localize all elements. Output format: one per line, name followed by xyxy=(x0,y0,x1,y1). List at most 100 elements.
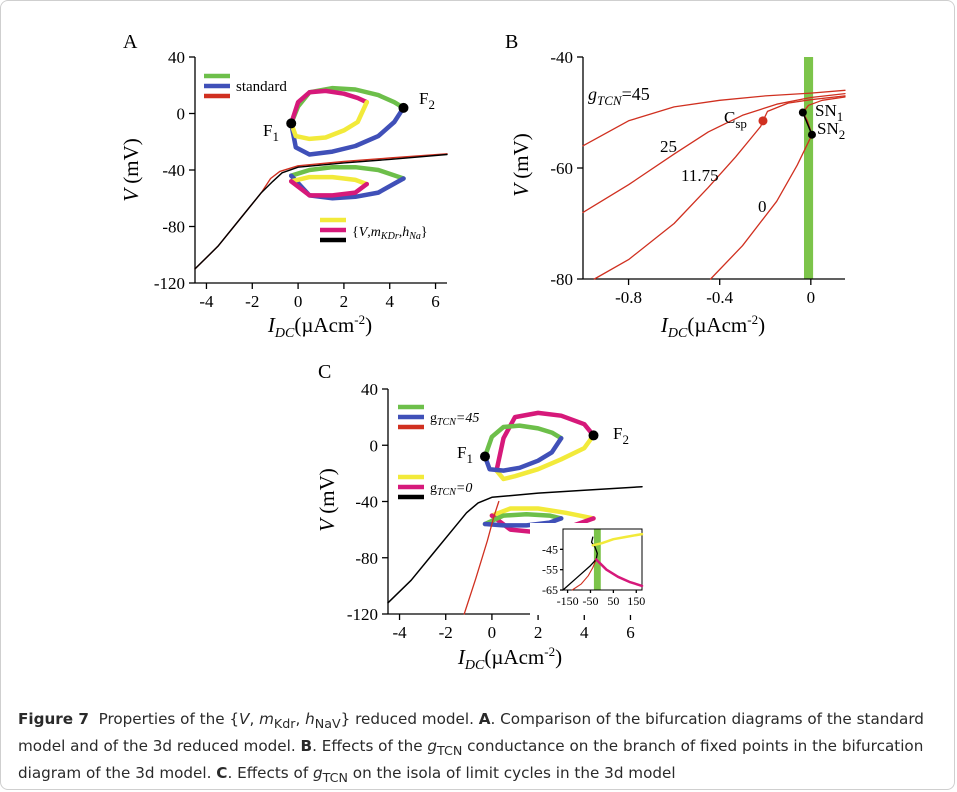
panel-b-sn1-point xyxy=(798,108,807,117)
panel-a-x-tick-label: 2 xyxy=(340,292,349,311)
panel-b-x-tick-label: -0.8 xyxy=(615,288,642,307)
panel-b-branch-gtcn-45 xyxy=(582,89,846,147)
panel-b-y-tick-label: -80 xyxy=(550,270,573,289)
panel-a-y-tick-label: -40 xyxy=(162,161,185,180)
panel-a-reduced-min xyxy=(288,99,370,142)
panel-c-inset-x-tick-label: -50 xyxy=(582,594,598,608)
panel-a-standard-low-cycle-max xyxy=(288,164,406,181)
caption-h: h xyxy=(305,710,315,728)
caption-m: m xyxy=(259,710,274,728)
panel-c-x-tick-label: -2 xyxy=(439,623,453,642)
caption-c-text-1: . Effects of xyxy=(227,764,309,783)
panel-a-legend-standard: standard xyxy=(236,79,287,95)
caption-a-label: A xyxy=(478,710,491,728)
panel-c-label: C xyxy=(318,361,331,383)
panel-c-legend-gtcn45: gTCN=45 xyxy=(430,411,479,428)
panel-c-y-tick-label: 40 xyxy=(361,380,378,399)
panel-a-x-tick-label: -4 xyxy=(199,292,214,311)
panel-b-sn2-point xyxy=(807,130,816,139)
panel-c-inset-black-curve xyxy=(562,536,598,591)
caption-h-sub: NaV xyxy=(314,716,341,732)
panel-b-sn1-label: SN1 xyxy=(815,101,843,124)
panel-a-x-tick-label: 4 xyxy=(385,292,394,311)
panel-b-label: B xyxy=(505,31,518,53)
panel-c-inset-frame xyxy=(562,528,643,591)
panel-c-y-tick-label: -120 xyxy=(347,605,378,624)
panel-a-label: A xyxy=(123,31,138,53)
caption-v: V xyxy=(239,710,250,728)
panel-b-csp-point xyxy=(758,116,768,126)
panel-a-reduced-low-cycle-min xyxy=(288,179,370,198)
panel-a-y-tick-label: -120 xyxy=(154,274,185,293)
panel-a-reduced-max xyxy=(288,88,370,126)
panel-b-y-tick-label: -40 xyxy=(550,48,573,67)
panel-b-x-tick-label: -0.4 xyxy=(706,288,733,307)
panel-a-y-tick-label: -80 xyxy=(162,218,185,237)
panel-c-x-tick-label: 4 xyxy=(580,623,589,642)
caption-g-c-sub: TCN xyxy=(322,770,348,786)
panel-a-y-tick-label: 40 xyxy=(168,48,185,67)
panel-c-x-tick-label: 6 xyxy=(626,623,635,642)
panel-c-inset-y-tick-label: -45 xyxy=(542,542,558,556)
caption-g-b: g xyxy=(427,737,438,756)
panel-b-gtcn-label: gTCN=45 xyxy=(588,84,650,108)
panel-c-gtcn0-max xyxy=(494,410,596,473)
panel-b-csp-label: Csp xyxy=(724,108,747,131)
panel-a-x-label: IDC(µAcm-2) xyxy=(267,312,372,341)
panel-b-saddle-node-band xyxy=(803,57,814,279)
panel-b-label-0: 0 xyxy=(758,197,767,216)
panel-c-x-label: IDC(µAcm-2) xyxy=(457,644,562,673)
panel-a-x-tick-label: -2 xyxy=(245,292,259,311)
panel-c-inset-y-tick-label: -65 xyxy=(542,583,558,597)
panel-c-x-tick-label: 2 xyxy=(534,623,543,642)
panel-c-gtcn0-low-max xyxy=(489,506,596,521)
panel-b-x-label: IDC(µAcm-2) xyxy=(660,312,765,341)
caption-b-text-1: . Effects of the xyxy=(312,737,423,756)
panel-a-x-tick-label: 6 xyxy=(431,292,440,311)
caption-g-c: g xyxy=(313,764,323,783)
panel-c-gtcn45-low-min xyxy=(482,516,564,528)
panel-c-gtcn45-min xyxy=(482,435,564,473)
caption-text-2: } reduced model. xyxy=(340,710,474,728)
panel-c-fixed-points-gtcn45 xyxy=(387,485,643,604)
panel-a-f2-point xyxy=(398,102,409,113)
panel-c-f1-point xyxy=(479,451,490,462)
panel-c-f1-label: F1 xyxy=(457,443,473,466)
panel-c-inset-background xyxy=(530,523,648,615)
panel-c-x-tick-label: 0 xyxy=(488,623,497,642)
caption-b-label: B xyxy=(300,737,313,756)
panel-c-gtcn45-low-max xyxy=(482,511,564,527)
panel-c-inset-yellow-curve xyxy=(591,532,644,547)
panel-c-x-tick-label: -4 xyxy=(392,623,407,642)
panel-b-label-25: 25 xyxy=(660,137,677,156)
panel-a-f2-label: F2 xyxy=(419,89,435,112)
panel-b-sn2-label: SN2 xyxy=(817,119,845,142)
panel-c-f2-point xyxy=(588,430,599,441)
panel-c-inset-magenta-curve xyxy=(594,558,644,588)
caption-c-label: C xyxy=(216,764,228,783)
caption-a-text: . Comparison of the bifurcation diagrams… xyxy=(18,710,924,756)
panel-c-legend-gtcn0: gTCN=0 xyxy=(430,481,472,498)
panel-c-inset-y-tick-label: -55 xyxy=(542,563,558,577)
panel-b-label-11-75: 11.75 xyxy=(681,166,719,185)
panel-c-gtcn45-max xyxy=(482,423,564,459)
panel-c-y-tick-label: -80 xyxy=(355,549,378,568)
panel-c-gtcn0-min xyxy=(494,433,596,482)
panel-c-inset-x-tick-label: 150 xyxy=(627,594,645,608)
panel-b-branch-gtcn-11-75 xyxy=(593,95,846,280)
caption-b-text-2: conductance on the branch of fixed point… xyxy=(18,737,924,783)
panel-a-x-tick-label: 0 xyxy=(294,292,303,311)
panel-b-y-tick-label: -60 xyxy=(550,159,573,178)
panel-a-reduced-low-cycle-max xyxy=(288,174,370,187)
panel-c-f2-label: F2 xyxy=(613,424,629,447)
panel-c-fixed-points-gtcn0 xyxy=(463,500,500,615)
panel-c-y-tick-label: 0 xyxy=(370,436,379,455)
panel-c-y-tick-label: -40 xyxy=(355,493,378,512)
caption-figure-label: Figure 7 xyxy=(18,710,89,728)
caption-m-sub: Kdr xyxy=(273,716,296,732)
caption-g-b-sub: TCN xyxy=(437,743,463,759)
panel-a-standard-min xyxy=(288,105,406,157)
panel-c-inset-x-tick-label: 50 xyxy=(607,594,619,608)
